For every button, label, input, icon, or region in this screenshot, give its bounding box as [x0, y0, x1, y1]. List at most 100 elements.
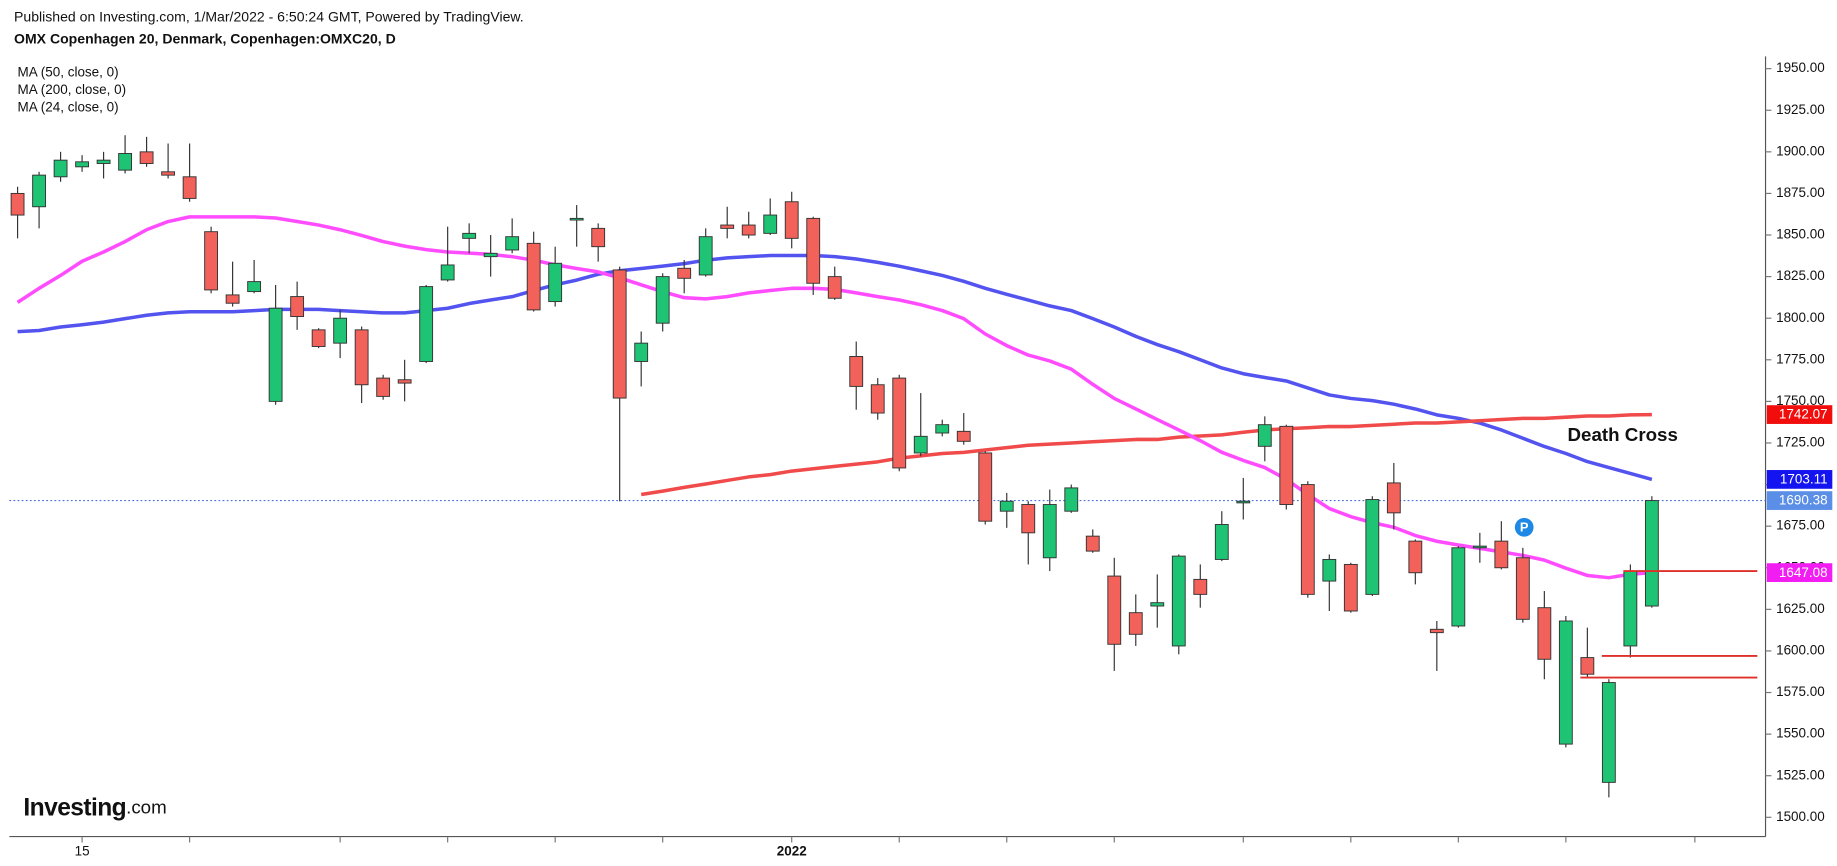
candle-body [849, 356, 864, 387]
legend-entry: MA (50, close, 0) [18, 64, 119, 79]
candle-body [1193, 578, 1208, 595]
x-tick-label: 2022 [777, 843, 807, 858]
candle-body [1128, 612, 1143, 635]
candle-body [1257, 424, 1272, 447]
event-marker-label: P [1520, 519, 1529, 534]
annotation: Death Cross [1568, 424, 1678, 445]
candle-body [1429, 628, 1444, 634]
y-tick-label: 1500.00 [1776, 809, 1825, 824]
candle-body [1300, 484, 1315, 595]
candle-body [247, 281, 262, 293]
candle-body [1580, 657, 1595, 675]
candle-body [268, 307, 283, 402]
candle-body [1322, 558, 1337, 582]
candle-body [311, 329, 326, 347]
candle-body [1558, 620, 1573, 745]
y-tick-label: 1925.00 [1776, 102, 1825, 117]
logo: Investing.com [23, 794, 166, 821]
y-tick-label: 1950.00 [1776, 60, 1825, 75]
logo-suffix: .com [126, 796, 167, 817]
candle-body [96, 159, 111, 164]
y-tick-label: 1575.00 [1776, 684, 1825, 699]
y-tick-label: 1900.00 [1776, 143, 1825, 158]
candle-body [1601, 682, 1616, 783]
candle-body [1408, 540, 1423, 574]
logo-name: Investing [23, 794, 126, 821]
candle-body [870, 384, 885, 414]
y-tick-label: 1775.00 [1776, 351, 1825, 366]
ma-badge [1766, 563, 1833, 582]
y-tick-label: 1875.00 [1776, 185, 1825, 200]
candle-body [1279, 425, 1294, 506]
candle-body [935, 424, 950, 434]
ma-badge [1766, 470, 1833, 489]
y-tick-label: 1600.00 [1776, 642, 1825, 657]
candle-body [698, 236, 713, 276]
candle-body [440, 264, 455, 281]
candle-body [1537, 607, 1552, 660]
candle-body [1085, 535, 1100, 552]
candle-body [53, 159, 68, 178]
candle-body [118, 153, 133, 171]
candle-body [978, 452, 993, 522]
candle-body [1214, 524, 1229, 560]
ma-badge-label: 1647.08 [1779, 565, 1828, 580]
candle-body [1171, 555, 1186, 647]
y-tick-label: 1525.00 [1776, 767, 1825, 782]
candle-body [397, 379, 412, 384]
candle-body [806, 217, 821, 284]
candle-body [1021, 504, 1036, 534]
y-tick-label: 1625.00 [1776, 601, 1825, 616]
candle-body [376, 377, 391, 397]
candle-body [139, 151, 154, 164]
candle-body [999, 500, 1014, 512]
candle-body [225, 294, 240, 304]
candle-body [1451, 547, 1466, 627]
candle-body [1064, 487, 1079, 512]
candle-body [1107, 575, 1122, 645]
ma-badge-label: 1703.11 [1780, 472, 1828, 487]
last-price-badge [1766, 491, 1833, 510]
candle-body [204, 231, 219, 291]
candle-body [634, 342, 649, 362]
candle-body [892, 377, 907, 469]
candle-body [612, 269, 627, 399]
candle-body [1386, 482, 1401, 514]
candle-body [1472, 545, 1487, 549]
ma-line [17, 253, 1653, 482]
ma-badge [1766, 405, 1833, 424]
candle-body [483, 252, 498, 258]
y-tick-label: 1675.00 [1776, 518, 1825, 533]
candle-body [569, 217, 584, 221]
candle-body [763, 214, 778, 234]
candle-body [354, 329, 369, 386]
event-marker [1514, 517, 1534, 537]
ma-line [640, 412, 1652, 497]
x-tick-label: 15 [75, 843, 90, 858]
candle-body [741, 224, 756, 236]
y-tick-label: 1800.00 [1776, 310, 1825, 325]
candle-body [591, 227, 606, 248]
candle-body [462, 232, 477, 239]
y-tick-label: 1550.00 [1776, 726, 1825, 741]
candle-body [10, 192, 25, 216]
chart-title: OMX Copenhagen 20, Denmark, Copenhagen:O… [14, 31, 396, 47]
ma-badge-label: 1742.07 [1779, 407, 1828, 422]
y-tick-label: 1825.00 [1776, 268, 1825, 283]
subtitle: Published on Investing.com, 1/Mar/2022 -… [14, 8, 524, 24]
legend-entry: MA (24, close, 0) [18, 99, 119, 114]
candle-body [1236, 500, 1251, 504]
legend-entry: MA (200, close, 0) [18, 82, 127, 97]
candle-body [505, 236, 520, 251]
last-price-badge-label: 1690.38 [1779, 493, 1828, 508]
candle-body [784, 201, 799, 239]
candle-body [827, 276, 842, 299]
candle-body [182, 176, 197, 199]
candle-body [1644, 500, 1659, 607]
candle-body [32, 174, 46, 208]
candle-body [956, 430, 971, 442]
candle-body [1365, 499, 1380, 595]
